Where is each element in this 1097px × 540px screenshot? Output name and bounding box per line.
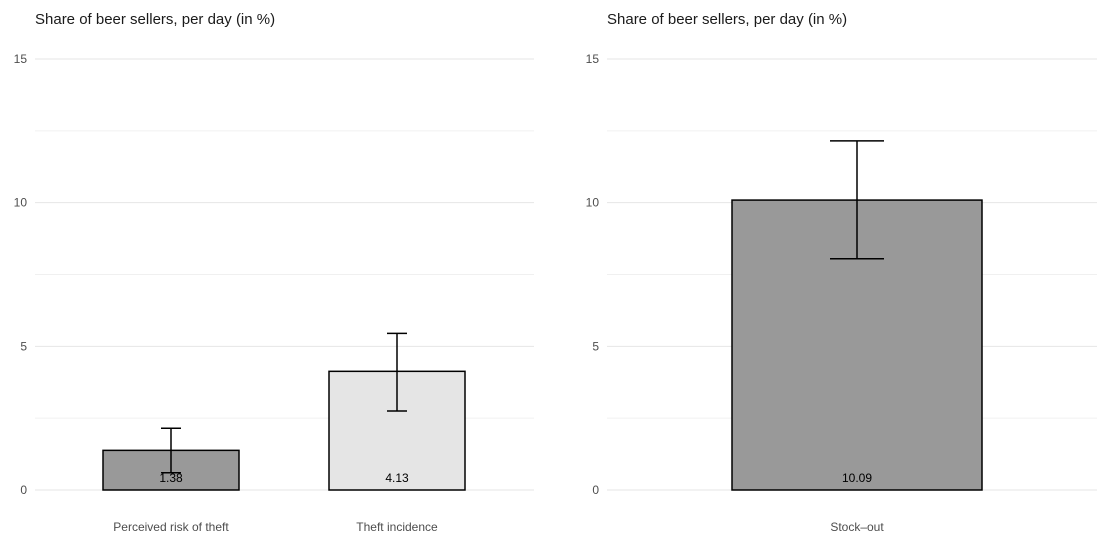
x-category-label: Perceived risk of theft <box>113 520 229 534</box>
data-label: 1.38 <box>159 471 183 485</box>
chart-panel-left: 0 5 10 15 Share of beer sellers, per day (in… <box>14 11 534 534</box>
y-tick-label: 5 <box>20 339 27 353</box>
chart-panel-right: 0 5 10 15 Share of beer sellers, per day (in… <box>586 11 1097 534</box>
y-tick-label: 15 <box>586 52 600 66</box>
chart-title: Share of beer sellers, per day (in %) <box>35 11 275 28</box>
x-category-label: Stock–out <box>830 520 884 534</box>
x-category-label: Theft incidence <box>356 520 438 534</box>
data-label: 4.13 <box>385 471 409 485</box>
error-bar <box>161 427 181 474</box>
error-bar <box>830 140 884 260</box>
data-label: 10.09 <box>842 471 872 485</box>
error-bar <box>387 332 407 412</box>
y-tick-label: 5 <box>592 339 599 353</box>
y-tick-label: 10 <box>14 196 28 210</box>
y-tick-label: 10 <box>586 196 600 210</box>
chart-title: Share of beer sellers, per day (in %) <box>607 11 847 28</box>
y-tick-label: 15 <box>14 52 28 66</box>
y-tick-label: 0 <box>20 483 27 497</box>
y-tick-label: 0 <box>592 483 599 497</box>
